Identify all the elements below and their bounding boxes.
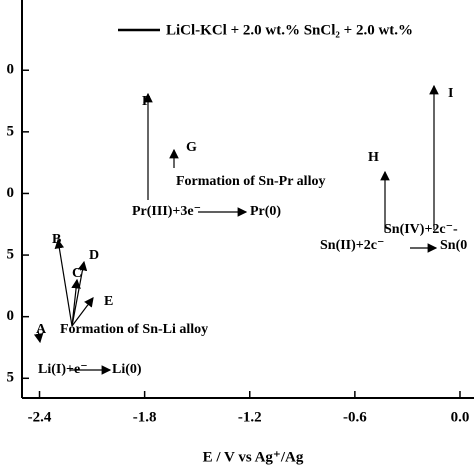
annotation: Li(I)+e⁻ [38,362,88,377]
annotation: Pr(0) [250,204,281,219]
annotation: G [186,140,197,155]
x-tick-label: -0.6 [343,409,367,425]
y-tick-label: 0 [7,308,15,324]
y-tick-label: 0 [7,62,15,78]
x-tick-label: -2.4 [28,409,52,425]
annotation: Formation of Sn-Pr alloy [176,174,325,189]
x-tick-label: -1.8 [133,409,157,425]
annotation: E [104,294,113,309]
x-tick-label: 0.0 [451,409,470,425]
annotation: Formation of Sn-Li alloy [60,322,208,337]
annotation: B [52,232,61,247]
annotation: C [72,266,82,281]
y-tick-label: 5 [7,370,15,386]
x-tick-label: -1.2 [238,409,262,425]
plot-frame [21,0,474,399]
annotation: Sn(IV)+2c⁻- [384,222,458,237]
annotation: D [89,248,99,263]
annotation: Li(0) [112,362,142,377]
annotation: H [368,150,379,165]
x-axis-label: E / V vs Ag⁺/Ag [203,449,304,465]
y-tick-label: 5 [7,247,15,263]
arrows [33,28,439,375]
y-tick-label: 5 [7,123,15,139]
legend-label: LiCl-KCl + 2.0 wt.% SnCl₂ + 2.0 wt.% [166,22,413,38]
y-tick-label: 0 [7,185,15,201]
annotation: Sn(0 [440,238,467,253]
annotation: A [36,322,47,337]
annotation: I [448,86,453,101]
annotation: F [142,94,151,109]
annotation: Sn(II)+2c⁻ [320,238,384,253]
annotation: Pr(III)+3e⁻ [132,204,201,219]
